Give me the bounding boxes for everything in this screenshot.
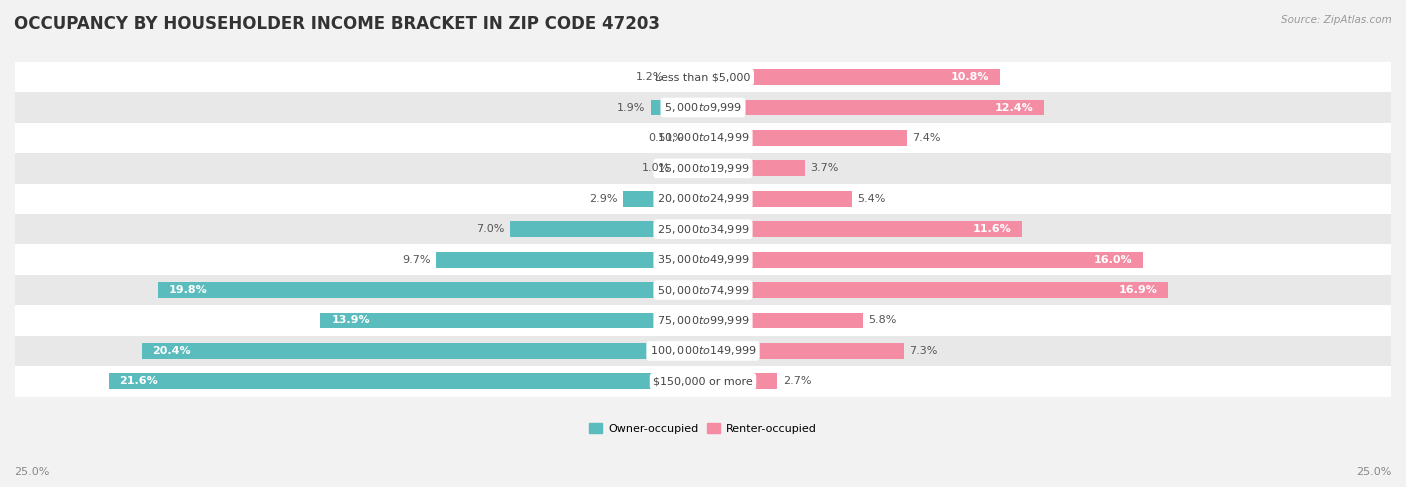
Text: 2.9%: 2.9%	[589, 194, 617, 204]
Bar	[703, 100, 1045, 115]
Bar	[703, 343, 904, 359]
Text: $50,000 to $74,999: $50,000 to $74,999	[657, 283, 749, 297]
Text: $35,000 to $49,999: $35,000 to $49,999	[657, 253, 749, 266]
Text: 7.0%: 7.0%	[477, 224, 505, 234]
Bar	[15, 153, 1391, 184]
Bar	[142, 343, 703, 359]
Text: $15,000 to $19,999: $15,000 to $19,999	[657, 162, 749, 175]
Bar	[671, 69, 703, 85]
Bar	[15, 123, 1391, 153]
Bar	[689, 130, 703, 146]
Bar	[703, 191, 852, 206]
Bar	[703, 221, 1022, 237]
Bar	[651, 100, 703, 115]
Text: $100,000 to $149,999: $100,000 to $149,999	[650, 344, 756, 357]
Bar	[108, 374, 703, 389]
Bar	[15, 305, 1391, 336]
Text: 1.0%: 1.0%	[641, 163, 671, 173]
Bar	[703, 160, 804, 176]
Bar	[157, 282, 703, 298]
Text: $25,000 to $34,999: $25,000 to $34,999	[657, 223, 749, 236]
Text: 16.0%: 16.0%	[1094, 255, 1132, 264]
Text: 1.2%: 1.2%	[636, 72, 665, 82]
Bar	[703, 374, 778, 389]
Text: OCCUPANCY BY HOUSEHOLDER INCOME BRACKET IN ZIP CODE 47203: OCCUPANCY BY HOUSEHOLDER INCOME BRACKET …	[14, 15, 659, 33]
Text: 21.6%: 21.6%	[120, 376, 159, 386]
Text: 11.6%: 11.6%	[973, 224, 1011, 234]
Text: 25.0%: 25.0%	[1357, 467, 1392, 477]
Bar	[15, 244, 1391, 275]
Text: 1.9%: 1.9%	[617, 102, 645, 112]
Text: 5.8%: 5.8%	[868, 316, 897, 325]
Text: 20.4%: 20.4%	[153, 346, 191, 356]
Bar	[321, 313, 703, 328]
Text: 7.3%: 7.3%	[910, 346, 938, 356]
Bar	[436, 252, 703, 267]
Text: 12.4%: 12.4%	[994, 102, 1033, 112]
Text: 3.7%: 3.7%	[810, 163, 839, 173]
Text: $10,000 to $14,999: $10,000 to $14,999	[657, 131, 749, 145]
Text: Less than $5,000: Less than $5,000	[655, 72, 751, 82]
Bar	[15, 93, 1391, 123]
Bar	[703, 282, 1168, 298]
Bar	[15, 214, 1391, 244]
Text: 16.9%: 16.9%	[1118, 285, 1157, 295]
Bar	[675, 160, 703, 176]
Bar	[15, 336, 1391, 366]
Bar	[15, 184, 1391, 214]
Bar	[15, 366, 1391, 396]
Bar	[703, 313, 863, 328]
Bar	[510, 221, 703, 237]
Text: 10.8%: 10.8%	[950, 72, 990, 82]
Text: $75,000 to $99,999: $75,000 to $99,999	[657, 314, 749, 327]
Bar	[15, 62, 1391, 93]
Text: 0.51%: 0.51%	[648, 133, 683, 143]
Text: $20,000 to $24,999: $20,000 to $24,999	[657, 192, 749, 206]
Text: 25.0%: 25.0%	[14, 467, 49, 477]
Bar	[623, 191, 703, 206]
Text: 2.7%: 2.7%	[783, 376, 811, 386]
Text: 7.4%: 7.4%	[912, 133, 941, 143]
Bar	[703, 69, 1000, 85]
Legend: Owner-occupied, Renter-occupied: Owner-occupied, Renter-occupied	[585, 419, 821, 438]
Text: 9.7%: 9.7%	[402, 255, 430, 264]
Text: $150,000 or more: $150,000 or more	[654, 376, 752, 386]
Text: Source: ZipAtlas.com: Source: ZipAtlas.com	[1281, 15, 1392, 25]
Text: $5,000 to $9,999: $5,000 to $9,999	[664, 101, 742, 114]
Bar	[703, 130, 907, 146]
Bar	[15, 275, 1391, 305]
Text: 19.8%: 19.8%	[169, 285, 208, 295]
Text: 5.4%: 5.4%	[858, 194, 886, 204]
Text: 13.9%: 13.9%	[332, 316, 370, 325]
Bar	[703, 252, 1143, 267]
